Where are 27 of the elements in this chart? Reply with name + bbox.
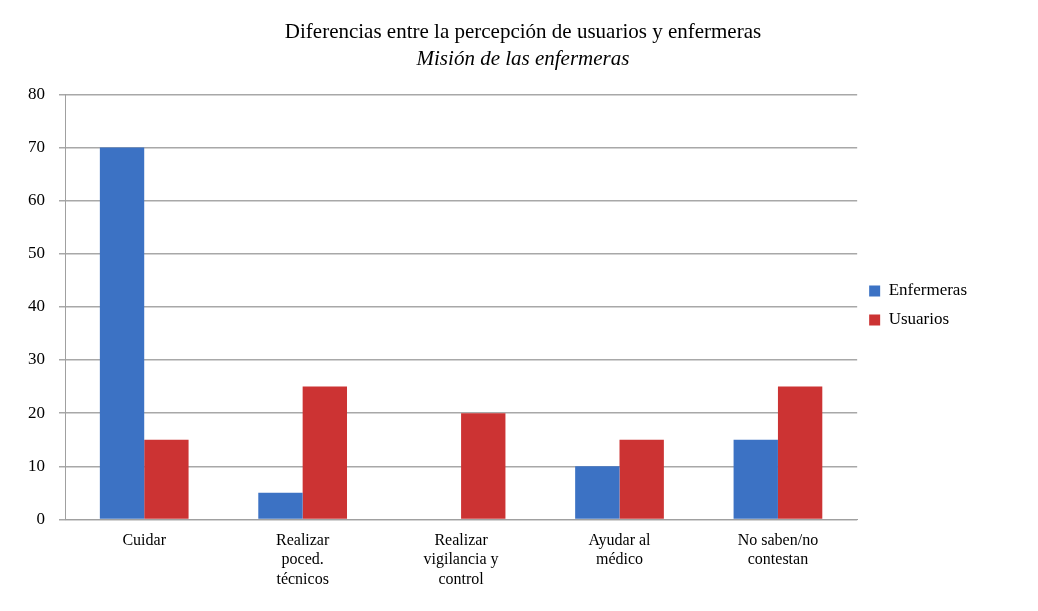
x-tick-label: No saben/no contestan <box>737 531 819 568</box>
y-tick-label: 80 <box>28 83 45 103</box>
x-tick-label: Realizar vigilancia y control <box>423 531 499 587</box>
y-tick-label: 0 <box>36 508 45 528</box>
x-tick-label: Realizar poced. técnicos <box>276 531 330 587</box>
legend-label: Enfermeras <box>888 280 967 300</box>
y-tick-label: 30 <box>28 349 45 369</box>
bar <box>99 147 145 519</box>
bar <box>461 413 506 519</box>
bar <box>619 439 664 519</box>
bar <box>575 466 620 519</box>
chart-subtitle: Misión de las enfermeras <box>415 46 630 71</box>
bar <box>258 492 303 519</box>
chart-title: Diferencias entre la percepción de usuarios y enfermeras <box>284 19 762 44</box>
bar <box>302 386 348 519</box>
y-tick-label: 20 <box>28 402 45 422</box>
y-tick-label: 50 <box>28 243 45 263</box>
y-tick-label: 70 <box>28 136 45 156</box>
x-tick-label: Ayudar al médico <box>588 531 652 568</box>
y-tick-label: 60 <box>28 190 45 210</box>
x-tick-label: Cuidar <box>122 531 167 549</box>
y-tick-label: 40 <box>28 296 45 316</box>
bar <box>733 439 778 519</box>
bar <box>777 386 823 519</box>
bar <box>144 439 189 519</box>
y-tick-label: 10 <box>28 455 45 475</box>
legend-label: Usuarios <box>888 309 950 329</box>
